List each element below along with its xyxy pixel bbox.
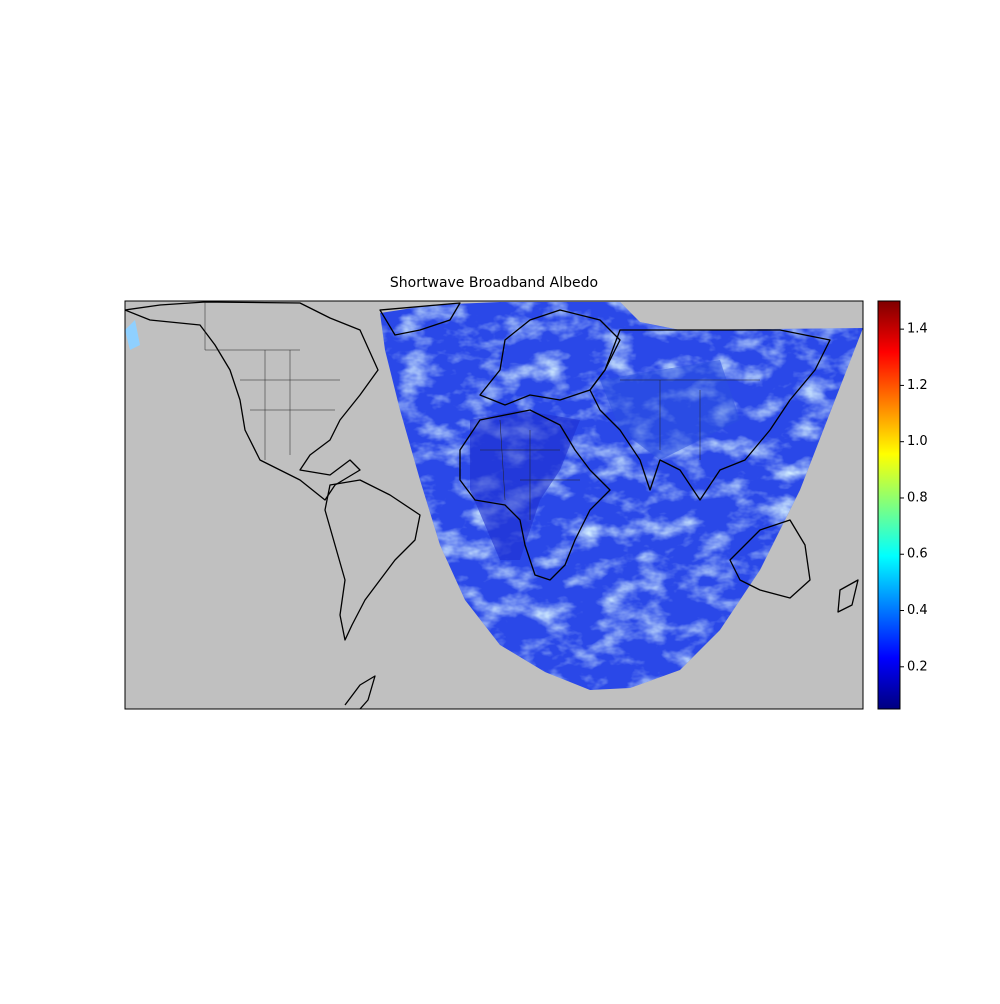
map-title: Shortwave Broadband Albedo [390, 275, 598, 291]
colorbar-scale [877, 300, 901, 710]
colorbar-tick-label: 1.4 [907, 322, 928, 337]
coastline [479, 309, 621, 406]
map-area [125, 301, 863, 709]
coastline [589, 329, 831, 501]
coastline [837, 579, 859, 613]
map-frame [124, 300, 864, 710]
coastline [125, 301, 379, 501]
colorbar-tick-label: 1.2 [907, 378, 928, 393]
colorbar-tick-label: 0.4 [907, 603, 928, 618]
coastline [729, 519, 811, 599]
colorbar-tick-label: 0.8 [907, 490, 928, 505]
coastline [379, 302, 461, 336]
colorbar: 0.2 0.4 0.6 0.8 1.0 1.2 1.4 [877, 300, 928, 710]
albedo-swath [380, 302, 863, 690]
colorbar-tick-label: 0.6 [907, 547, 928, 562]
state-borders [204, 302, 340, 460]
coastline [459, 409, 611, 581]
country-borders [480, 419, 580, 520]
colorbar-tick-label: 0.2 [907, 659, 928, 674]
coastline [324, 479, 421, 641]
colorbar-tick-label: 1.0 [907, 434, 928, 449]
coastline [344, 675, 376, 709]
country-borders [620, 379, 760, 460]
